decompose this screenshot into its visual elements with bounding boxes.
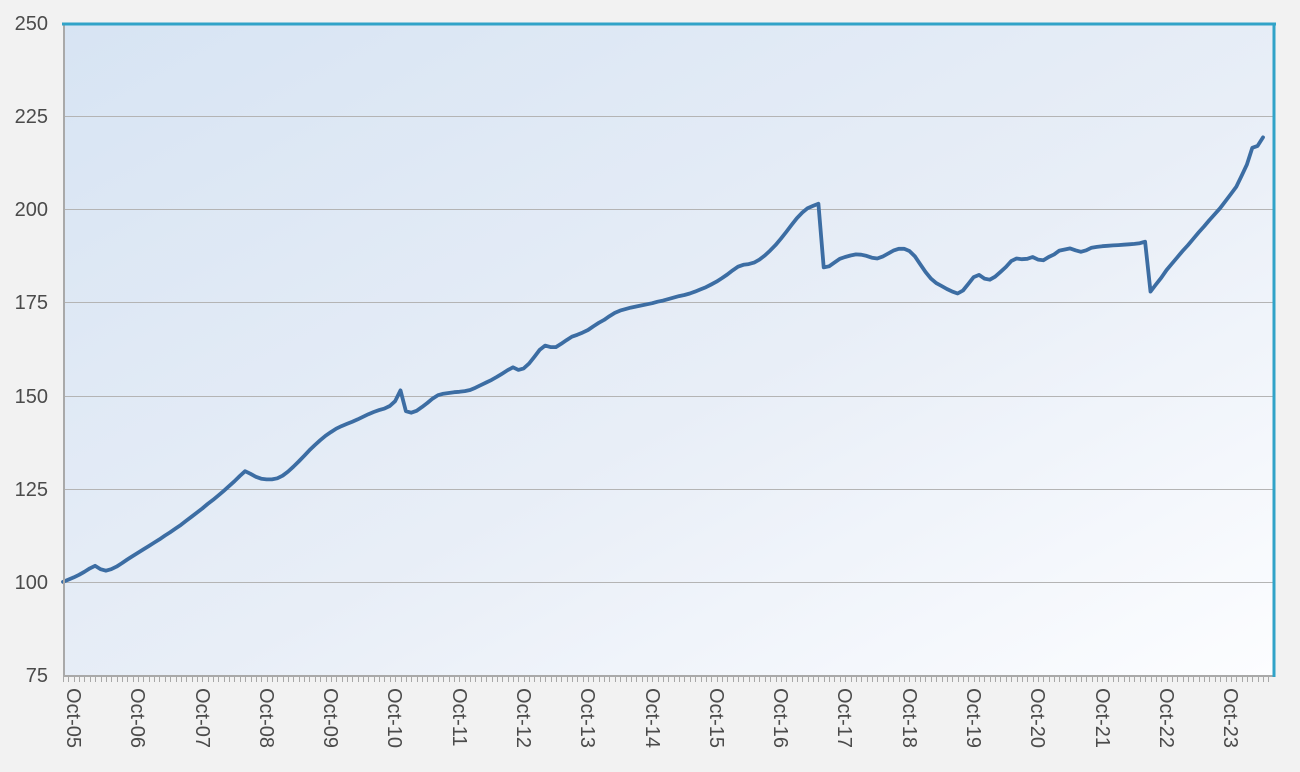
y-axis-label: 150 [14, 386, 48, 408]
x-axis-label: Oct-15 [705, 688, 727, 749]
x-axis-label: Oct-16 [769, 688, 791, 749]
x-axis-label: Oct-13 [576, 688, 598, 749]
x-axis-label: Oct-23 [1219, 688, 1241, 749]
x-axis-label: Oct-19 [962, 688, 984, 749]
y-axis-label: 75 [25, 665, 48, 687]
series-line [61, 135, 1265, 584]
x-axis-label: Oct-10 [383, 688, 405, 749]
x-axis-label: Oct-08 [255, 688, 277, 749]
y-axis-label: 125 [14, 479, 48, 501]
x-axis-label: Oct-17 [833, 688, 855, 749]
x-axis-label: Oct-22 [1155, 688, 1177, 749]
x-axis-label: Oct-11 [448, 688, 470, 747]
x-axis-label: Oct-09 [319, 688, 341, 749]
y-axis-label: 200 [14, 199, 48, 221]
y-axis-label: 250 [14, 13, 48, 35]
x-axis-label: Oct-06 [126, 688, 148, 749]
x-axis-label: Oct-14 [641, 688, 663, 749]
x-axis-label: Oct-20 [1026, 688, 1048, 749]
y-axis-label: 225 [14, 106, 48, 128]
x-axis-label: Oct-07 [191, 688, 213, 749]
plot-background [63, 23, 1275, 675]
plot-border [62, 22, 1276, 677]
x-axis-label: Oct-12 [512, 688, 534, 749]
y-axis-label: 100 [14, 572, 48, 594]
x-axis-label: Oct-21 [1091, 688, 1113, 749]
gridlines [63, 116, 1275, 583]
x-minor-ticks [63, 677, 1269, 682]
x-axis-label: Oct-05 [62, 688, 84, 749]
y-axis-label: 175 [14, 292, 48, 314]
x-axis-label: Oct-18 [898, 688, 920, 749]
